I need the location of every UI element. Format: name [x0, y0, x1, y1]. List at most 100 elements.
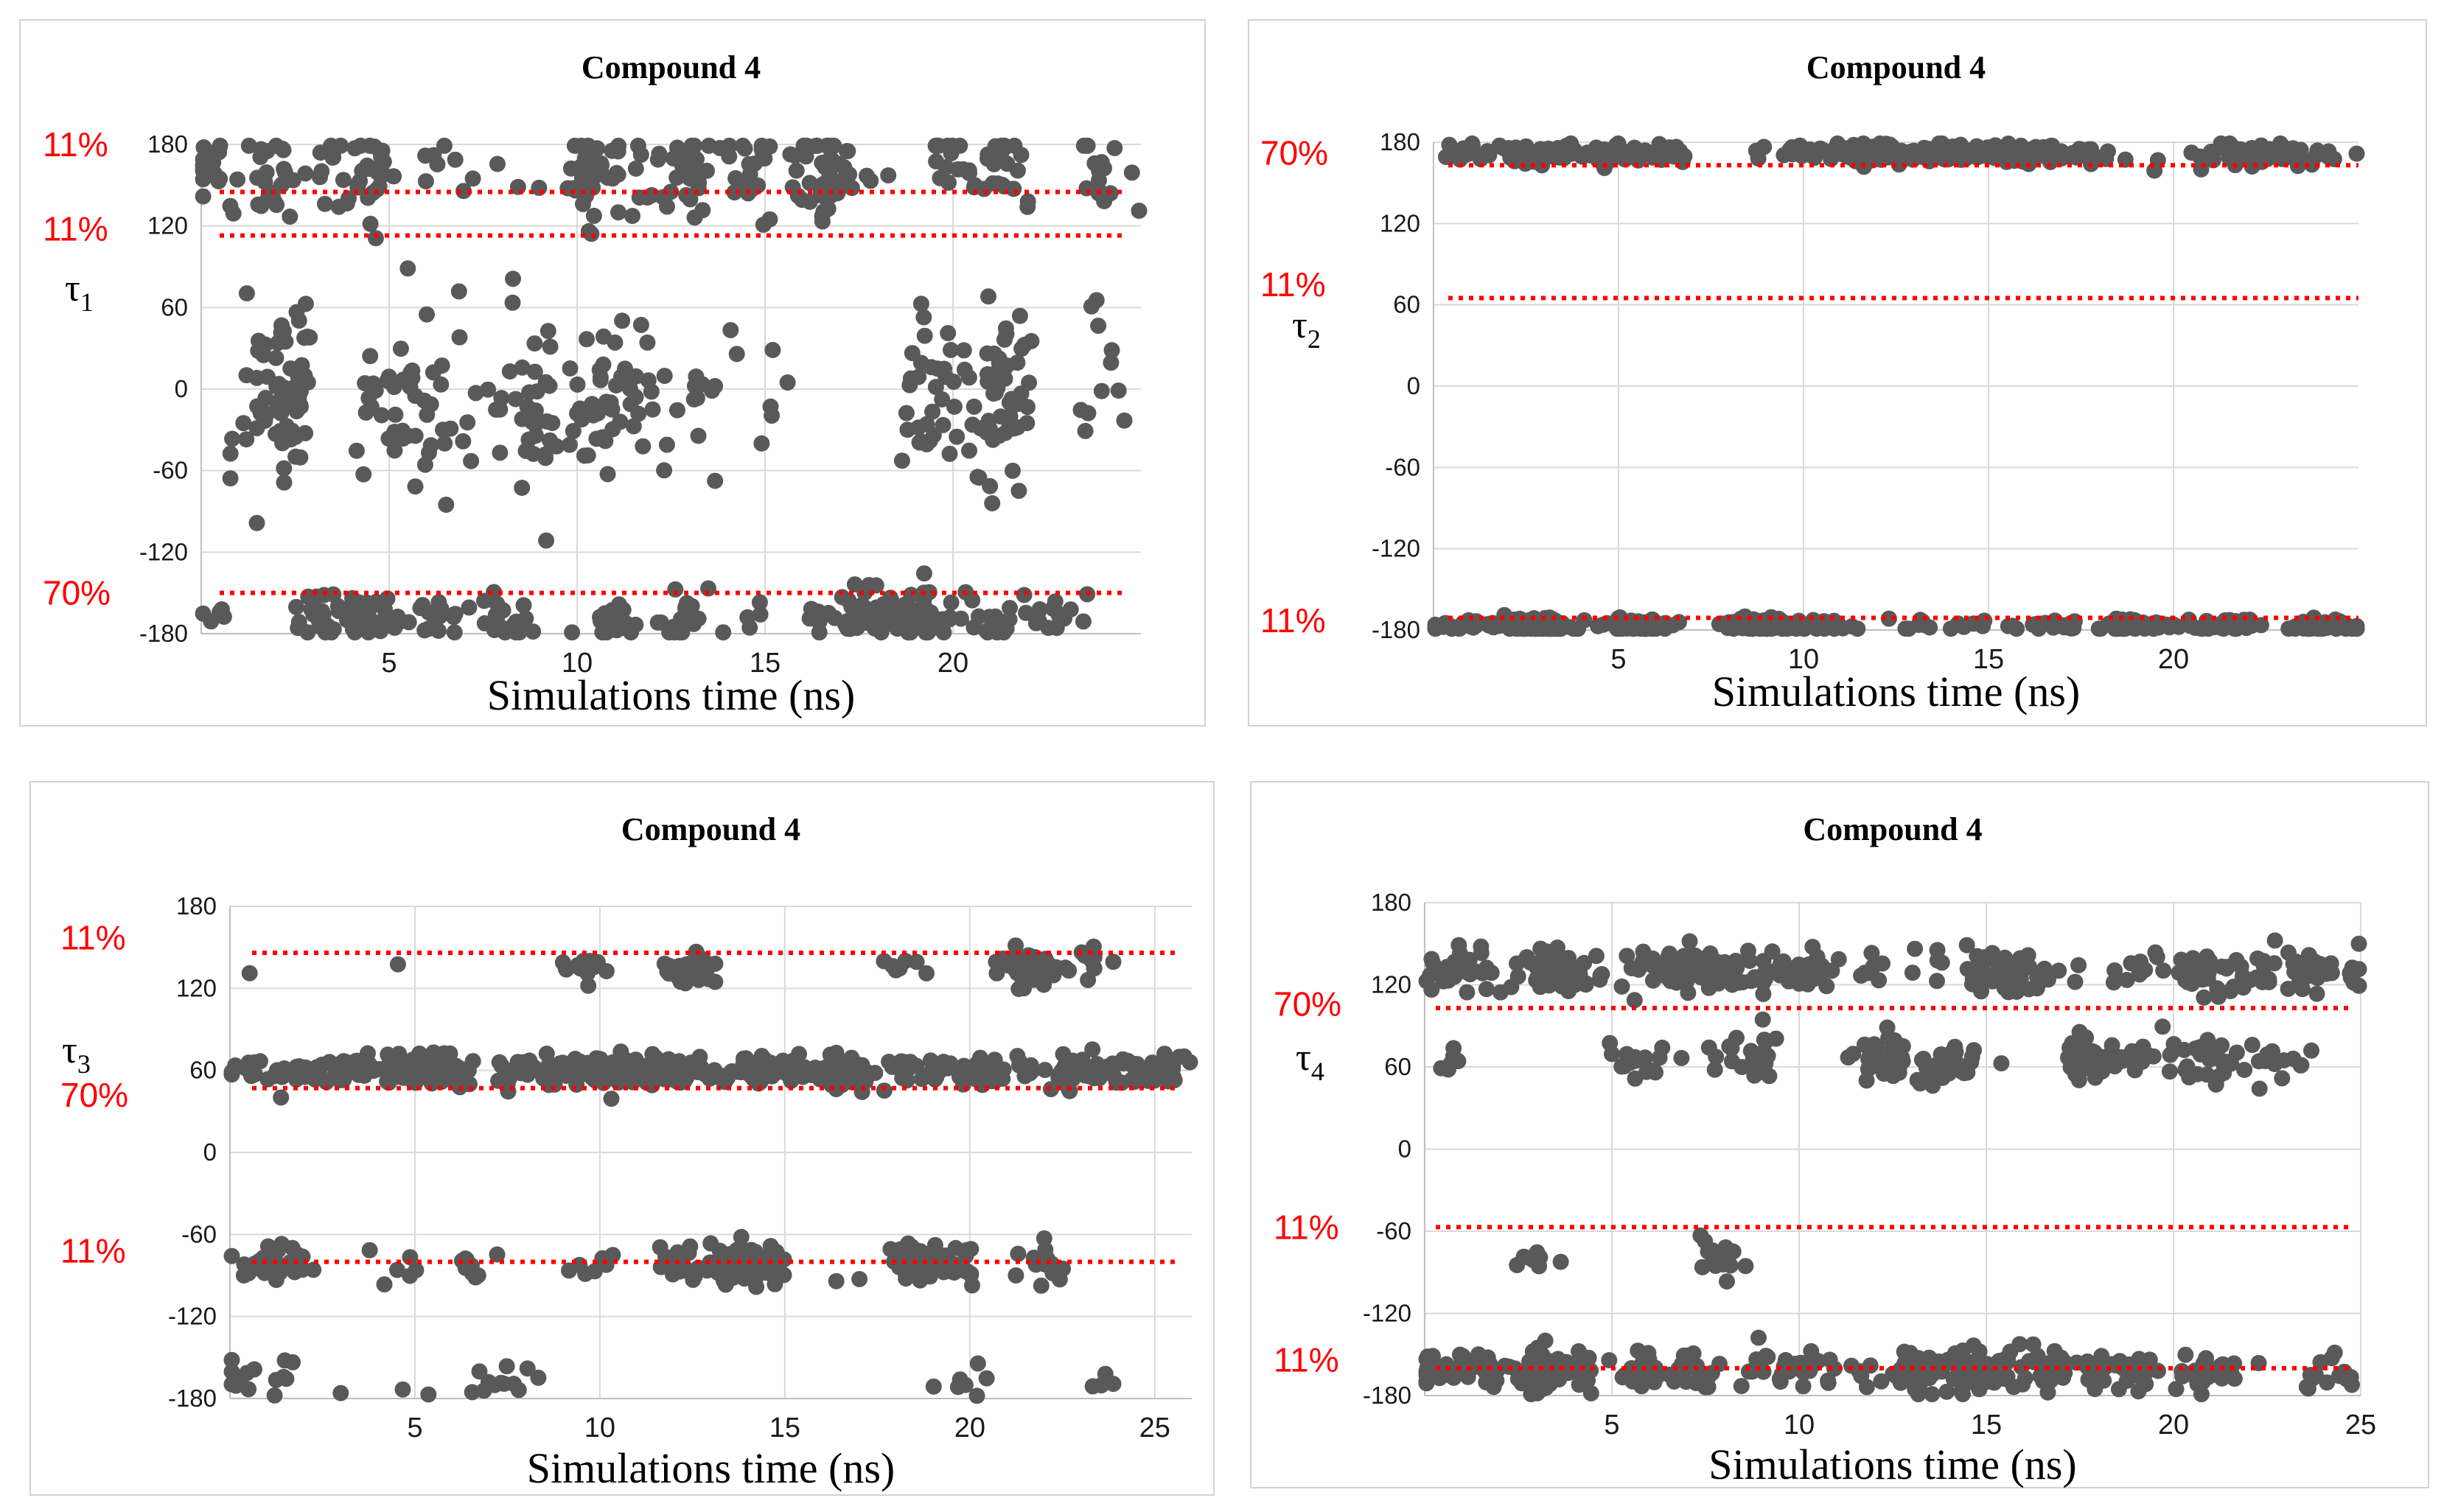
data-point [288, 304, 305, 321]
data-point [867, 1065, 884, 1082]
data-point [408, 1054, 425, 1071]
data-point [373, 407, 390, 424]
data-point [2084, 1358, 2101, 1375]
data-point [276, 379, 292, 396]
data-point [265, 1260, 282, 1277]
data-point [2323, 1350, 2340, 1367]
data-point [1654, 1039, 1671, 1056]
data-point [1044, 600, 1061, 617]
data-point [1139, 1072, 1156, 1089]
data-point [248, 369, 265, 386]
data-point [2232, 958, 2249, 975]
data-point [1684, 1359, 1701, 1376]
x-axis-label: Simulations time (ns) [527, 1444, 895, 1492]
data-point [2174, 1368, 2191, 1385]
data-point [467, 1269, 484, 1286]
data-point [276, 474, 293, 491]
data-point [278, 419, 295, 435]
data-point [627, 388, 644, 405]
data-point [1945, 1349, 1962, 1365]
data-point [2299, 956, 2316, 973]
data-point [480, 381, 497, 398]
x-tick-label: 20 [938, 648, 968, 679]
data-point [573, 137, 590, 154]
data-point [599, 466, 616, 483]
data-point [1103, 342, 1120, 359]
data-point [851, 615, 868, 631]
data-point [1550, 139, 1566, 156]
data-point [702, 1235, 719, 1252]
data-point [801, 175, 818, 192]
data-point [266, 1068, 283, 1085]
y-tick-label: 180 [147, 130, 188, 158]
data-point [1969, 962, 1986, 979]
population-annotation: 70% [43, 574, 111, 612]
data-point [2196, 989, 2213, 1006]
data-point [989, 379, 1006, 396]
data-point [1969, 138, 1985, 155]
data-point [652, 1239, 668, 1256]
data-point [744, 181, 761, 197]
data-point [1478, 981, 1495, 998]
data-point [1675, 948, 1692, 965]
data-point [1088, 292, 1105, 309]
data-point [751, 594, 768, 611]
data-point [2176, 1041, 2193, 1058]
data-point [2249, 950, 2266, 967]
x-axis-label: Simulations time (ns) [1708, 1441, 2076, 1488]
data-point [1468, 617, 1484, 634]
data-point [1673, 1049, 1690, 1066]
data-point [240, 1265, 257, 1281]
data-point [598, 393, 615, 410]
data-point [369, 181, 385, 198]
data-point [1929, 942, 1946, 959]
y-tick-label: 60 [161, 293, 188, 321]
data-point [1626, 992, 1643, 1009]
data-point [408, 1261, 425, 1278]
data-point [1764, 943, 1781, 960]
data-point [402, 1249, 419, 1266]
data-point [517, 610, 534, 627]
data-point [436, 137, 453, 154]
data-point [2017, 1370, 2033, 1387]
data-point [463, 452, 480, 469]
data-point [656, 368, 673, 385]
data-point [880, 167, 897, 183]
data-point [2202, 617, 2218, 634]
data-point [1442, 1055, 1459, 1072]
data-point [1971, 1381, 1988, 1398]
data-point [507, 391, 524, 407]
data-point [511, 624, 528, 641]
data-point [1613, 1058, 1630, 1075]
data-point [595, 356, 612, 373]
data-point [1952, 136, 1969, 153]
data-point [1532, 1249, 1549, 1266]
data-point [598, 963, 615, 979]
data-point [514, 359, 531, 376]
x-tick-label: 5 [1610, 644, 1626, 675]
data-point [520, 431, 537, 448]
data-point [721, 137, 738, 154]
data-point [1665, 148, 1682, 165]
data-point [2199, 1032, 2216, 1049]
data-point [1958, 937, 1975, 953]
data-point [1660, 949, 1677, 966]
data-point [915, 565, 932, 582]
data-point [1509, 955, 1525, 972]
data-point [589, 140, 606, 157]
data-point [635, 438, 652, 455]
data-point [927, 379, 944, 396]
data-point [943, 342, 959, 358]
data-point [908, 1057, 925, 1074]
data-point [865, 617, 882, 634]
data-point [269, 335, 286, 351]
data-point [643, 1055, 660, 1072]
data-point [500, 1083, 517, 1100]
data-point [1619, 948, 1635, 965]
chart-title: Compound 4 [1803, 811, 1982, 847]
data-point [223, 1351, 240, 1368]
data-point [893, 1053, 909, 1070]
data-point [1604, 1046, 1620, 1063]
data-point [969, 1355, 986, 1372]
x-tick-label: 5 [381, 648, 397, 679]
